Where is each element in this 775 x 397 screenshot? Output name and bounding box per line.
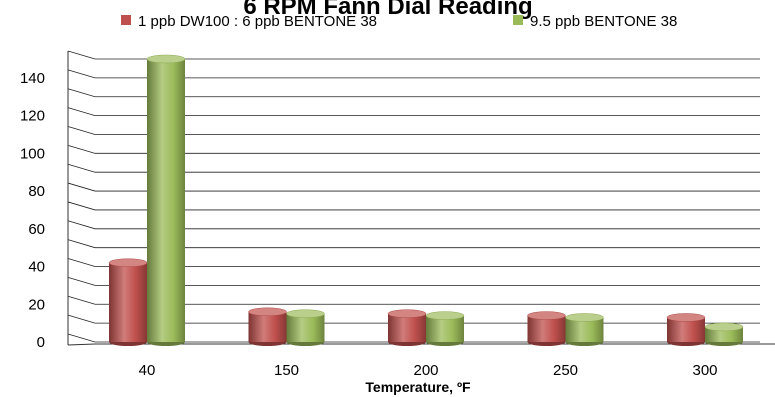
gridline (67, 88, 760, 98)
gridlines (67, 50, 760, 343)
gridline (67, 126, 760, 135)
bar-top (704, 322, 744, 332)
bar-top (108, 258, 148, 268)
bar-top (527, 311, 566, 320)
legend-label-series-1: 1 ppb DW100 : 6 ppb BENTONE 38 (138, 13, 377, 30)
bar-series-2-200 (425, 311, 465, 346)
gridline (67, 220, 760, 230)
chart-title: 6 RPM Fann Dial Reading (243, 0, 532, 20)
x-tick-label: 40 (139, 362, 156, 379)
tick-labels: 0 20 40 60 80 100 120 140 40 150 200 250 300 (20, 70, 718, 379)
gridline (67, 163, 760, 173)
bar-top (387, 309, 427, 318)
y-tick-label: 40 (28, 259, 45, 276)
x-tick-label: 250 (553, 362, 578, 379)
gridline (67, 107, 760, 116)
bar-top (666, 313, 706, 322)
gridline (67, 182, 760, 192)
gridline (67, 295, 760, 305)
bar-series-1-300 (666, 313, 706, 346)
bar-top (565, 313, 604, 322)
legend: 1 ppb DW100 : 6 ppb BENTONE 38 9.5 ppb B… (121, 13, 677, 30)
bar-body (109, 262, 147, 342)
bar-top (286, 309, 325, 318)
bar-top (425, 311, 465, 320)
bar-series-2-250 (565, 313, 604, 346)
bar-body (286, 313, 325, 342)
bar-series-2-40 (146, 54, 186, 346)
bar-series-1-200 (387, 309, 427, 346)
x-axis-label: Temperature, ºF (365, 379, 471, 395)
gridline (67, 277, 760, 286)
x-tick-label: 150 (274, 362, 299, 379)
bar-body (527, 315, 566, 342)
bar-series-1-150 (248, 307, 287, 346)
bar-series-2-150 (286, 309, 325, 346)
bar-body (426, 315, 464, 342)
gridline (67, 201, 760, 211)
gridline (67, 258, 760, 267)
bar-series-1-250 (527, 311, 566, 346)
x-tick-label: 300 (692, 362, 717, 379)
legend-swatch-series-1 (121, 15, 131, 25)
bar-body (147, 59, 185, 342)
y-tick-label: 140 (20, 70, 45, 87)
bar-series-1-40 (108, 258, 148, 346)
bar-top (248, 307, 287, 317)
bar-top (146, 54, 186, 64)
y-tick-label: 100 (20, 145, 45, 162)
gridline (67, 144, 760, 154)
bars (108, 54, 744, 346)
x-tick-label: 200 (413, 362, 438, 379)
y-tick-label: 0 (37, 334, 45, 351)
y-tick-label: 20 (28, 296, 45, 313)
gridline (67, 50, 760, 60)
gridline (67, 239, 760, 249)
y-tick-label: 80 (28, 183, 45, 200)
bar-body (705, 326, 743, 342)
bar-body (248, 311, 287, 342)
y-tick-label: 60 (28, 221, 45, 238)
legend-swatch-series-2 (513, 15, 523, 25)
bar-body (388, 313, 426, 342)
y-tick-label: 120 (20, 108, 45, 125)
legend-label-series-2: 9.5 ppb BENTONE 38 (530, 13, 677, 30)
gridline (67, 69, 760, 79)
bar-series-2-300 (704, 322, 744, 346)
